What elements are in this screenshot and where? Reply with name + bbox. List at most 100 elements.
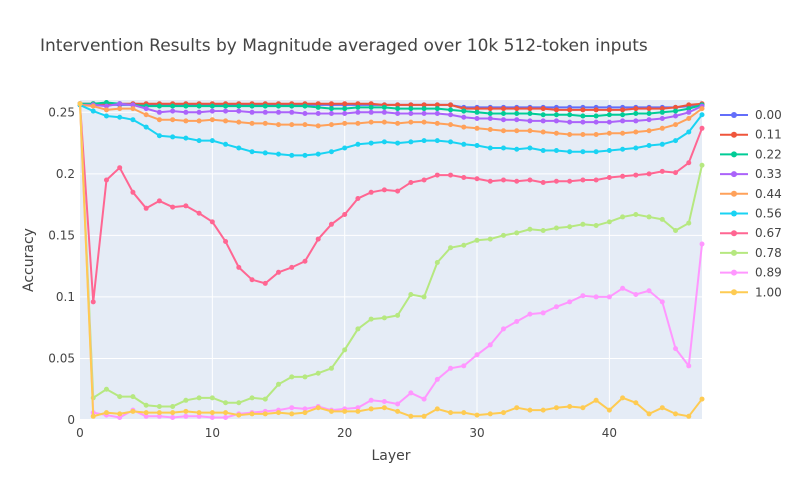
data-point bbox=[580, 119, 586, 125]
data-point bbox=[474, 106, 480, 112]
data-point bbox=[606, 112, 612, 118]
data-point bbox=[289, 109, 295, 115]
legend-label: 0.67 bbox=[755, 226, 782, 240]
data-point bbox=[461, 175, 467, 181]
data-point bbox=[408, 139, 414, 145]
data-point bbox=[540, 112, 546, 118]
data-point bbox=[117, 411, 123, 417]
data-point bbox=[633, 106, 639, 112]
data-point bbox=[289, 374, 295, 380]
data-point bbox=[514, 111, 520, 117]
data-point bbox=[249, 103, 255, 109]
data-point bbox=[646, 117, 652, 123]
data-point bbox=[633, 291, 639, 297]
data-point bbox=[421, 294, 427, 300]
data-point bbox=[421, 119, 427, 125]
data-point bbox=[527, 311, 533, 317]
legend[interactable]: 0.00 0.11 0.22 0.33 0.44 0.56 0.67 0.78 0.89 1.00 bbox=[720, 108, 782, 299]
data-point bbox=[249, 277, 255, 283]
data-point bbox=[209, 108, 215, 114]
data-point bbox=[302, 258, 308, 264]
data-point bbox=[196, 210, 202, 216]
data-point bbox=[527, 111, 533, 117]
data-point bbox=[699, 241, 705, 247]
series-0-67 bbox=[77, 101, 705, 305]
data-point bbox=[699, 125, 705, 131]
legend-item[interactable]: 0.78 bbox=[720, 246, 782, 260]
data-point bbox=[553, 178, 559, 184]
data-point bbox=[289, 152, 295, 158]
data-point bbox=[196, 395, 202, 401]
data-point bbox=[103, 386, 109, 392]
data-point bbox=[408, 413, 414, 419]
data-point bbox=[302, 111, 308, 117]
data-point bbox=[289, 122, 295, 128]
data-point bbox=[315, 236, 321, 242]
data-point bbox=[196, 109, 202, 115]
data-point bbox=[395, 401, 401, 407]
data-point bbox=[540, 147, 546, 153]
data-point bbox=[328, 111, 334, 117]
data-point bbox=[514, 128, 520, 134]
legend-item[interactable]: 0.44 bbox=[720, 187, 782, 201]
data-point bbox=[355, 109, 361, 115]
data-point bbox=[342, 120, 348, 126]
data-point bbox=[130, 117, 136, 123]
series-0-33 bbox=[77, 101, 705, 125]
data-point bbox=[302, 152, 308, 158]
data-point bbox=[236, 108, 242, 114]
data-point bbox=[633, 129, 639, 135]
data-point bbox=[117, 394, 123, 400]
data-point bbox=[223, 108, 229, 114]
legend-item[interactable]: 0.22 bbox=[720, 147, 782, 161]
legend-item[interactable]: 1.00 bbox=[720, 285, 782, 299]
data-point bbox=[673, 411, 679, 417]
data-point bbox=[646, 171, 652, 177]
legend-item[interactable]: 0.00 bbox=[720, 108, 782, 122]
data-point bbox=[646, 288, 652, 294]
data-point bbox=[368, 140, 374, 146]
data-point bbox=[223, 118, 229, 124]
data-point bbox=[567, 299, 573, 305]
legend-item[interactable]: 0.67 bbox=[720, 226, 782, 240]
data-point bbox=[461, 141, 467, 147]
data-point bbox=[315, 123, 321, 129]
legend-marker bbox=[731, 151, 737, 158]
data-point bbox=[620, 107, 626, 113]
data-point bbox=[448, 139, 454, 145]
series-group bbox=[77, 99, 705, 421]
data-point bbox=[633, 145, 639, 151]
legend-label: 0.78 bbox=[755, 246, 782, 260]
data-point bbox=[236, 400, 242, 406]
data-point bbox=[130, 394, 136, 400]
data-point bbox=[196, 118, 202, 124]
data-point bbox=[606, 407, 612, 413]
data-point bbox=[130, 106, 136, 112]
data-point bbox=[673, 122, 679, 128]
data-point bbox=[355, 195, 361, 201]
data-point bbox=[302, 122, 308, 128]
legend-item[interactable]: 0.89 bbox=[720, 266, 782, 280]
legend-item[interactable]: 0.11 bbox=[720, 128, 782, 142]
data-point bbox=[580, 149, 586, 155]
data-point bbox=[315, 104, 321, 110]
data-point bbox=[527, 128, 533, 134]
data-point bbox=[633, 111, 639, 117]
data-point bbox=[130, 408, 136, 414]
data-point bbox=[514, 405, 520, 411]
data-point bbox=[461, 410, 467, 416]
data-point bbox=[421, 413, 427, 419]
data-point bbox=[699, 396, 705, 402]
data-point bbox=[487, 342, 493, 348]
legend-item[interactable]: 0.33 bbox=[720, 167, 782, 181]
data-point bbox=[553, 147, 559, 153]
data-point bbox=[580, 113, 586, 119]
data-point bbox=[633, 118, 639, 124]
data-point bbox=[487, 178, 493, 184]
data-point bbox=[606, 147, 612, 153]
data-point bbox=[620, 395, 626, 401]
data-point bbox=[183, 135, 189, 141]
legend-item[interactable]: 0.56 bbox=[720, 207, 782, 221]
data-point bbox=[448, 102, 454, 108]
data-point bbox=[514, 117, 520, 123]
